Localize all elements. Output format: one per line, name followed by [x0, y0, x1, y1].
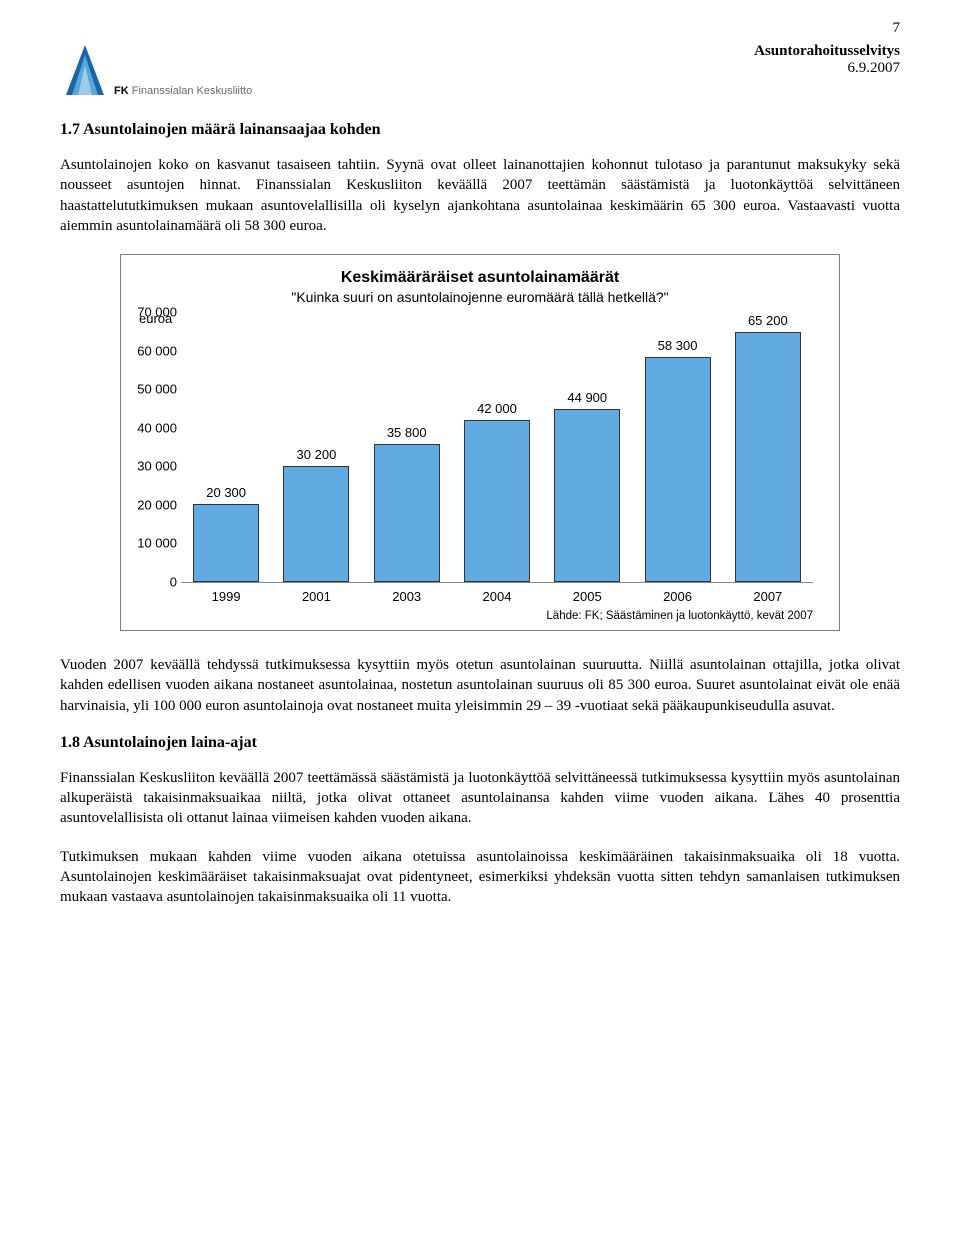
chart-bar	[464, 420, 530, 582]
chart-bar	[735, 332, 801, 582]
chart-bar-column: 42 000	[452, 313, 542, 582]
chart-source: Lähde: FK; Säästäminen ja luotonkäyttö, …	[127, 610, 813, 622]
chart-y-tick: 40 000	[127, 420, 177, 435]
chart-bars-row: 20 300 30 200 35 800 42 000 44 900 58 300 65 2…	[181, 313, 813, 582]
chart-bar-value-label: 65 200	[748, 313, 788, 328]
chart-y-tick: 30 000	[127, 459, 177, 474]
doc-date: 6.9.2007	[754, 60, 900, 77]
fk-logo-icon	[60, 43, 110, 97]
chart-container: Keskimääräräiset asuntolainamäärät "Kuin…	[120, 254, 840, 631]
doc-title-block: Asuntorahoitusselvitys 6.9.2007	[754, 43, 900, 77]
org-name-text: FK Finanssialan Keskusliitto	[114, 85, 252, 97]
section-1-title: 1.7 Asuntolainojen määrä lainansaajaa ko…	[60, 121, 900, 139]
chart-bar	[283, 466, 349, 582]
chart-x-label: 2006	[632, 589, 722, 604]
chart-subtitle: "Kuinka suuri on asuntolainojenne euromä…	[127, 289, 833, 305]
org-prefix: FK	[114, 85, 129, 97]
chart-bar-value-label: 20 300	[206, 485, 246, 500]
doc-title: Asuntorahoitusselvitys	[754, 43, 900, 60]
chart-bar-value-label: 44 900	[567, 390, 607, 405]
chart-y-tick: 20 000	[127, 497, 177, 512]
chart-y-tick: 60 000	[127, 343, 177, 358]
chart-bar-column: 35 800	[362, 313, 452, 582]
chart-x-label: 1999	[181, 589, 271, 604]
chart-bar-column: 30 200	[271, 313, 361, 582]
chart-x-label: 2001	[271, 589, 361, 604]
chart-y-tick: 10 000	[127, 536, 177, 551]
chart-x-label: 2007	[723, 589, 813, 604]
chart-bar	[374, 444, 440, 582]
chart-bar-value-label: 30 200	[297, 447, 337, 462]
section-2-paragraph-1: Finanssialan Keskusliiton keväällä 2007 …	[60, 768, 900, 829]
page-number: 7	[60, 20, 900, 37]
chart-bar	[193, 504, 259, 582]
chart-x-label: 2005	[542, 589, 632, 604]
section-1-paragraph-2: Vuoden 2007 keväällä tehdyssä tutkimukse…	[60, 655, 900, 716]
chart-bar-column: 58 300	[632, 313, 722, 582]
header: FK Finanssialan Keskusliitto Asuntorahoi…	[60, 43, 900, 97]
chart-bar-column: 20 300	[181, 313, 271, 582]
chart-y-tick: 50 000	[127, 382, 177, 397]
chart-x-labels: 1999200120032004200520062007	[181, 589, 813, 604]
chart-bar-column: 65 200	[723, 313, 813, 582]
chart-bar-column: 44 900	[542, 313, 632, 582]
chart-bar	[645, 357, 711, 582]
org-logo-block: FK Finanssialan Keskusliitto	[60, 43, 252, 97]
section-2-title: 1.8 Asuntolainojen laina-ajat	[60, 734, 900, 752]
chart-y-tick: 0	[127, 575, 177, 590]
section-2-paragraph-2: Tutkimuksen mukaan kahden viime vuoden a…	[60, 847, 900, 908]
chart-bar	[554, 409, 620, 582]
chart-bar-value-label: 35 800	[387, 425, 427, 440]
chart-x-label: 2004	[452, 589, 542, 604]
chart-bar-value-label: 42 000	[477, 401, 517, 416]
chart-title: Keskimääräräiset asuntolainamäärät	[127, 269, 833, 287]
chart-bar-value-label: 58 300	[658, 338, 698, 353]
org-name: Finanssialan Keskusliitto	[132, 85, 252, 97]
chart-plot-area: 20 300 30 200 35 800 42 000 44 900 58 300 65 2…	[181, 313, 813, 583]
chart-x-label: 2003	[362, 589, 452, 604]
chart-y-tick: 70 000	[127, 305, 177, 320]
section-1-paragraph-1: Asuntolainojen koko on kasvanut tasaisee…	[60, 155, 900, 236]
